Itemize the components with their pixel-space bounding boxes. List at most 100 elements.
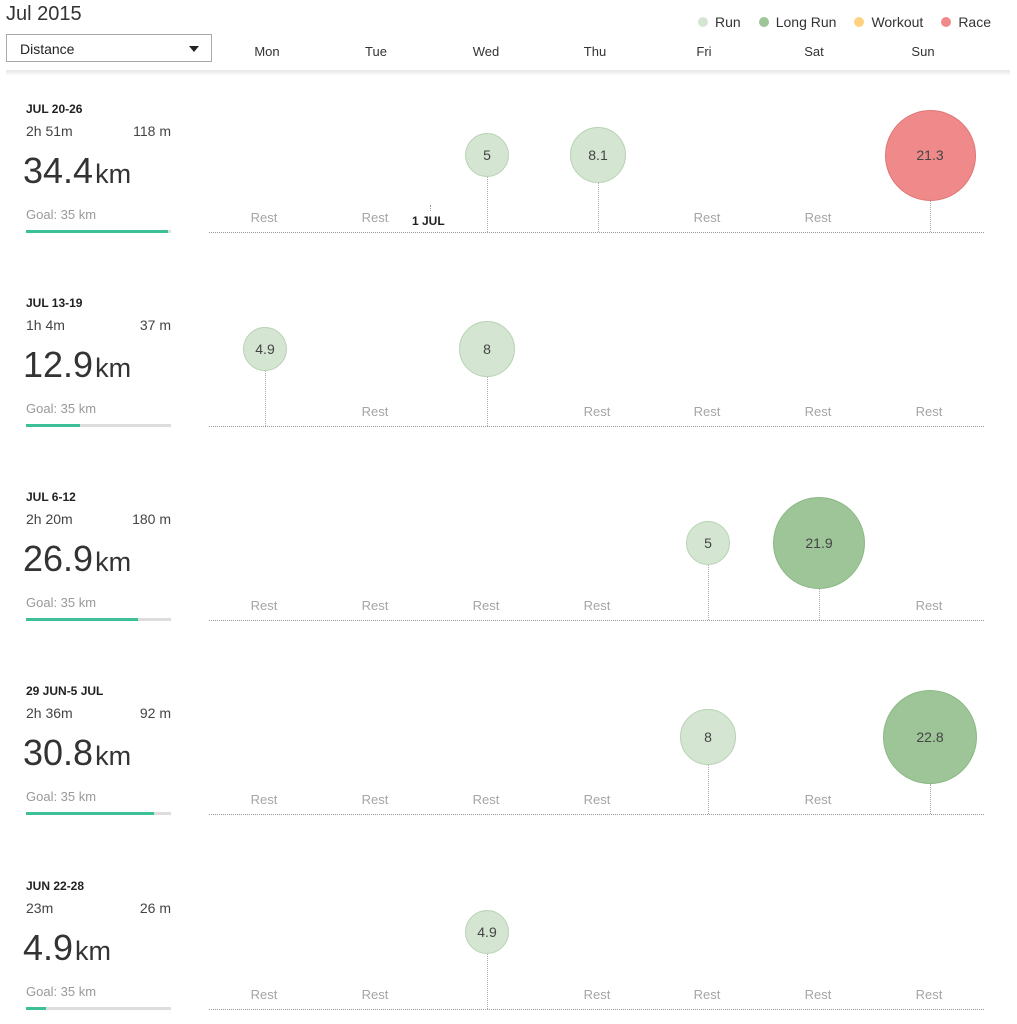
goal-progress-bar (26, 424, 171, 427)
goal-progress-bar (26, 1007, 171, 1010)
rest-label: Rest (804, 792, 832, 807)
metric-select-value: Distance (20, 41, 75, 57)
bubble-stem (708, 565, 709, 620)
week-distance-value: 12.9 (23, 344, 94, 385)
week-duration: 2h 36m (26, 705, 73, 721)
goal-progress-fill (26, 1007, 47, 1010)
week-range[interactable]: JUN 22-28 (26, 879, 85, 893)
bubble-stem (598, 183, 599, 232)
rest-label: Rest (361, 987, 389, 1002)
week-distance: 34.4km (23, 150, 131, 192)
activity-bubble-run[interactable]: 5 (465, 133, 509, 177)
week-elevation: 26 m (139, 900, 171, 916)
activity-bubble-long[interactable]: 22.8 (883, 690, 977, 784)
bubble-stem (708, 765, 709, 814)
activity-bubble-run[interactable]: 4.9 (243, 327, 287, 371)
legend-item-long-run[interactable]: Long Run (758, 14, 836, 30)
week-row: JUL 6-12 2h 20m 180 m 26.9km Goal: 35 km Rest… (0, 490, 1017, 684)
goal-progress-fill (26, 424, 80, 427)
week-row: 29 JUN-5 JUL 2h 36m 92 m 30.8km Goal: 35 km R… (0, 684, 1017, 878)
rest-label: Rest (361, 792, 389, 807)
rest-label: Rest (804, 210, 832, 225)
rest-label: Rest (583, 792, 611, 807)
activity-bubble-run[interactable]: 8 (680, 709, 736, 765)
metric-select[interactable]: Distance (6, 34, 212, 62)
month-title: Jul 2015 (6, 3, 82, 25)
week-duration: 2h 51m (26, 123, 73, 139)
day-header-thu: Thu (583, 44, 607, 59)
caret-down-icon (189, 46, 199, 52)
week-range[interactable]: 29 JUN-5 JUL (26, 684, 104, 698)
goal-progress-fill (26, 618, 138, 621)
activity-bubble-race[interactable]: 21.3 (884, 109, 976, 201)
day-header-sun: Sun (911, 44, 935, 59)
goal-progress-bar (26, 812, 171, 815)
bubble-stem (487, 954, 488, 1009)
legend-label: Race (958, 14, 991, 30)
rest-label: Rest (693, 987, 721, 1002)
week-distance-value: 30.8 (23, 732, 94, 773)
bubble-stem (930, 200, 931, 232)
goal-progress-fill (26, 230, 169, 233)
week-row: JUN 22-28 23m 26 m 4.9km Goal: 35 km Rest Rest… (0, 879, 1017, 1024)
legend-item-workout[interactable]: Workout (854, 14, 923, 30)
rest-label: Rest (804, 987, 832, 1002)
week-goal: Goal: 35 km (26, 789, 97, 804)
day-header-tue: Tue (365, 44, 387, 59)
week-range[interactable]: JUL 20-26 (26, 102, 83, 116)
week-distance-value: 26.9 (23, 538, 94, 579)
legend-dot-icon (854, 17, 865, 27)
rest-label: Rest (250, 987, 278, 1002)
week-duration: 2h 20m (26, 511, 73, 527)
week-distance-unit: km (95, 353, 132, 383)
month-marker: 1 JUL (412, 214, 445, 228)
rest-label: Rest (250, 210, 278, 225)
week-range[interactable]: JUL 6-12 (26, 490, 76, 504)
activity-bubble-run[interactable]: 8.1 (570, 127, 626, 183)
legend-item-run[interactable]: Run (698, 14, 741, 30)
rest-label: Rest (915, 987, 943, 1002)
goal-progress-bar (26, 618, 171, 621)
rest-label: Rest (583, 598, 611, 613)
legend: Run Long Run Workout Race (680, 14, 991, 30)
month-tick (430, 205, 431, 211)
week-baseline (209, 1009, 984, 1010)
activity-bubble-run[interactable]: 5 (686, 521, 730, 565)
week-baseline (209, 814, 984, 815)
week-row: JUL 20-26 2h 51m 118 m 34.4km Goal: 35 km Res… (0, 102, 1017, 296)
goal-progress-bar (26, 230, 171, 233)
calendar-header: Jul 2015 Distance Run Long Run Workout Race… (0, 0, 1017, 76)
week-distance-unit: km (95, 159, 132, 189)
rest-label: Rest (472, 598, 500, 613)
week-baseline (209, 620, 984, 621)
activity-bubble-long[interactable]: 21.9 (773, 497, 865, 589)
week-distance: 12.9km (23, 344, 131, 386)
rest-label: Rest (915, 404, 943, 419)
week-goal: Goal: 35 km (26, 207, 97, 222)
bubble-stem (487, 177, 488, 232)
day-header-fri: Fri (696, 44, 712, 59)
week-elevation: 92 m (139, 705, 171, 721)
day-header-sat: Sat (804, 44, 824, 59)
week-elevation: 118 m (133, 123, 171, 139)
week-distance-unit: km (95, 741, 132, 771)
rest-label: Rest (693, 404, 721, 419)
legend-dot-icon (941, 17, 952, 27)
week-distance: 30.8km (23, 732, 131, 774)
week-range[interactable]: JUL 13-19 (26, 296, 83, 310)
rest-label: Rest (804, 404, 832, 419)
week-row: JUL 13-19 1h 4m 37 m 12.9km Goal: 35 km 4.9 Re… (0, 296, 1017, 490)
day-header-mon: Mon (254, 44, 280, 59)
week-goal: Goal: 35 km (26, 401, 97, 416)
rest-label: Rest (361, 210, 389, 225)
week-baseline (209, 426, 984, 427)
bubble-stem (819, 589, 820, 620)
bubble-stem (487, 377, 488, 426)
legend-item-race[interactable]: Race (941, 14, 991, 30)
rest-label: Rest (250, 792, 278, 807)
header-divider (6, 70, 1010, 76)
rest-label: Rest (915, 598, 943, 613)
activity-bubble-run[interactable]: 4.9 (465, 910, 509, 954)
goal-progress-fill (26, 812, 154, 815)
activity-bubble-run[interactable]: 8 (459, 321, 515, 377)
